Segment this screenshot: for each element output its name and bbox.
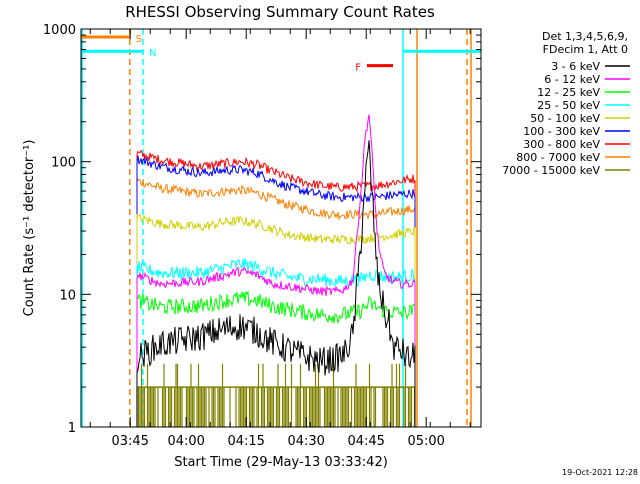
legend: Det 1,3,4,5,6,9,FDecim 1, Att 0 3 - 6 keV… bbox=[502, 30, 630, 177]
legend-header-line: Det 1,3,4,5,6,9, bbox=[542, 30, 628, 43]
state-label-n: N bbox=[149, 48, 156, 59]
y-tick-label: 100 bbox=[51, 156, 76, 171]
state-label-s: S bbox=[136, 34, 142, 45]
series-300to800kev bbox=[136, 149, 416, 427]
y-tick-label: 1000 bbox=[43, 23, 76, 38]
legend-entry-label: 100 - 300 keV bbox=[523, 125, 600, 138]
x-tick-label: 05:00 bbox=[407, 434, 444, 449]
series-7000to15000kev bbox=[136, 363, 416, 427]
series-3to6kev bbox=[136, 140, 416, 427]
x-tick-label: 04:45 bbox=[347, 434, 384, 449]
plot-frame bbox=[80, 28, 482, 428]
series-100to300kev bbox=[136, 155, 416, 427]
legend-entry-label: 50 - 100 keV bbox=[530, 112, 600, 125]
x-axis-label: Start Time (29-May-13 03:33:42) bbox=[174, 455, 388, 470]
legend-header-line: FDecim 1, Att 0 bbox=[543, 43, 628, 56]
series-50to100kev bbox=[136, 213, 416, 427]
y-tick-label: 1 bbox=[68, 421, 76, 436]
legend-entry-label: 12 - 25 keV bbox=[537, 86, 600, 99]
chart-title: RHESSI Observing Summary Count Rates bbox=[125, 3, 435, 21]
legend-entry-label: 3 - 6 keV bbox=[551, 60, 600, 73]
y-axis-label: Count Rate (s⁻¹ detector⁻¹) bbox=[22, 140, 37, 317]
series-800to7000kev bbox=[136, 178, 416, 427]
y-tick-label: 10 bbox=[59, 288, 76, 303]
legend-entry-label: 7000 - 15000 keV bbox=[502, 164, 600, 177]
legend-entry-label: 300 - 800 keV bbox=[523, 138, 600, 151]
x-tick-label: 04:30 bbox=[287, 434, 324, 449]
plot-area: SN F bbox=[81, 29, 481, 427]
state-label-f: F bbox=[355, 63, 361, 74]
x-tick-label: 04:00 bbox=[167, 434, 204, 449]
legend-entry-label: 6 - 12 keV bbox=[544, 73, 600, 86]
legend-entry-label: 25 - 50 keV bbox=[537, 99, 600, 112]
series-25to50kev bbox=[136, 258, 416, 427]
series-12to25kev bbox=[136, 290, 416, 427]
legend-entry-label: 800 - 7000 keV bbox=[516, 151, 600, 164]
x-tick-label: 03:45 bbox=[111, 434, 148, 449]
x-tick-label: 04:15 bbox=[227, 434, 264, 449]
series-6to12kev bbox=[136, 114, 416, 427]
plot-timestamp: 19-Oct-2021 12:28 bbox=[562, 468, 638, 477]
axes: 1 10 100 1000 03:45 04:00 04:15 04:30 04:45 05:00 bbox=[43, 23, 481, 449]
